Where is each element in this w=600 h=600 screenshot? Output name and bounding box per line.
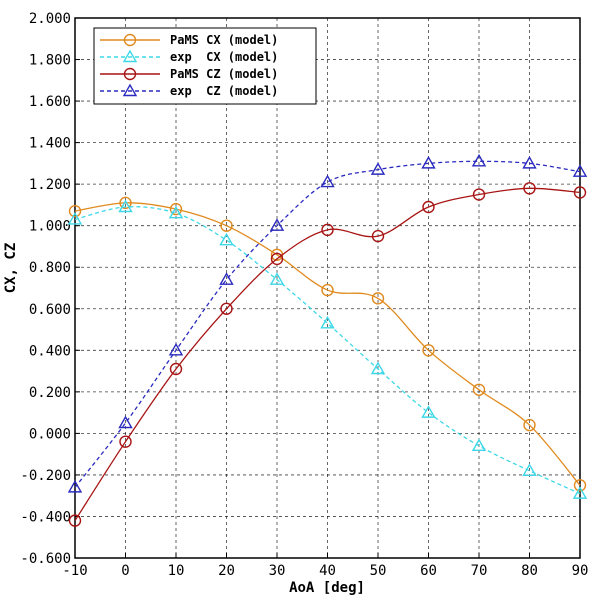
y-tick-label: 1.400 [29, 136, 71, 152]
data-point-triangle [320, 315, 335, 329]
data-point-circle [169, 202, 183, 216]
data-point-circle [119, 196, 132, 210]
x-tick-label: 60 [420, 563, 437, 579]
x-tick-label: 40 [319, 563, 336, 579]
data-point-circle [270, 252, 284, 266]
legend-swatch-marker [123, 33, 137, 47]
legend-entry: PaMS CZ (model) [100, 67, 278, 81]
data-point-circle [523, 418, 536, 432]
legend-swatch-marker [123, 67, 137, 81]
data-point-triangle [118, 199, 133, 213]
data-point-triangle [421, 155, 436, 169]
y-tick-label: -0.200 [20, 468, 71, 484]
data-point-triangle [168, 205, 184, 219]
data-point-circle [220, 302, 233, 315]
y-tick-label: 1.600 [29, 94, 71, 110]
y-tick-label: 2.000 [29, 11, 71, 27]
y-tick-label: 0.600 [29, 302, 71, 318]
x-tick-label: 80 [521, 563, 538, 579]
data-point-triangle [522, 155, 537, 169]
series-2 [67, 199, 588, 499]
data-point-circle [321, 223, 334, 237]
legend-swatch-marker [122, 83, 138, 97]
y-tick-label: 1.000 [29, 219, 71, 235]
x-tick-label: 0 [121, 563, 129, 579]
legend-label: PaMS CZ (model) [170, 67, 278, 81]
data-point-circle [573, 479, 587, 492]
legend-swatch-marker [122, 49, 138, 63]
x-tick-label: 20 [218, 563, 235, 579]
x-tick-label: 10 [168, 563, 185, 579]
data-point-circle [472, 383, 486, 396]
series-lines [67, 153, 588, 527]
data-point-triangle [471, 438, 487, 452]
data-point-circle [523, 182, 536, 195]
data-point-circle [371, 229, 385, 243]
y-tick-label: 0.800 [29, 260, 71, 276]
y-axis-title: CX, CZ [3, 243, 19, 294]
x-tick-label: 50 [370, 563, 387, 579]
data-point-triangle [370, 361, 386, 375]
legend-label: exp CZ (model) [170, 84, 278, 98]
y-tick-label: 0.000 [29, 426, 71, 442]
axes: -10 0 10 20 30 40 50 60 70 80 90 -0.600 -0.400 -0.200… [20, 11, 588, 579]
data-point-circle [472, 188, 486, 201]
data-point-triangle [421, 405, 436, 418]
y-tick-label: -0.600 [20, 551, 71, 567]
y-tick-label: 0.200 [29, 385, 71, 401]
data-point-triangle [219, 232, 234, 246]
legend: PaMS CX (model) exp CX (model) PaMS CZ (mo… [93, 27, 317, 105]
legend-label: exp CX (model) [170, 50, 278, 64]
legend-label: PaMS CX (model) [170, 33, 278, 47]
data-point-circle [169, 362, 183, 376]
series-4 [67, 153, 588, 493]
data-point-triangle [572, 486, 588, 499]
data-point-triangle [320, 174, 335, 188]
data-point-circle [422, 344, 435, 357]
plot-frame [74, 17, 581, 559]
data-point-triangle [522, 463, 537, 476]
data-point-circle [422, 200, 435, 214]
data-point-triangle [269, 218, 285, 231]
y-tick-label: -0.400 [20, 509, 71, 525]
legend-entry: exp CZ (model) [100, 83, 278, 98]
x-tick-label: 90 [572, 563, 589, 579]
data-point-circle [321, 283, 334, 297]
data-point-triangle [219, 272, 234, 285]
data-point-triangle [572, 164, 588, 177]
data-point-circle [68, 514, 82, 527]
series-line [74, 187, 581, 521]
data-point-triangle [118, 415, 133, 429]
series-line [74, 202, 581, 486]
y-tick-label: 0.400 [29, 343, 71, 359]
data-point-circle [220, 219, 233, 232]
x-axis-title: AoA [deg] [289, 580, 365, 596]
x-tick-label: 30 [269, 563, 286, 579]
series-3 [68, 182, 587, 527]
y-tick-label: 1.800 [29, 53, 71, 69]
data-point-triangle [168, 342, 184, 356]
legend-entry: exp CX (model) [100, 49, 278, 64]
x-tick-label: 70 [471, 563, 488, 579]
data-point-triangle [269, 272, 285, 285]
data-point-circle [573, 186, 587, 199]
legend-entry: PaMS CX (model) [100, 33, 278, 47]
data-point-triangle [67, 212, 83, 225]
data-point-circle [371, 292, 385, 305]
data-point-triangle [370, 162, 386, 175]
data-point-triangle [67, 479, 83, 493]
series-1 [68, 196, 587, 492]
data-point-triangle [471, 153, 487, 167]
y-tick-label: 1.200 [29, 177, 71, 193]
series-line [74, 206, 581, 495]
data-point-circle [119, 435, 132, 448]
data-point-circle [68, 204, 82, 218]
x-tick-label: -10 [62, 563, 87, 579]
